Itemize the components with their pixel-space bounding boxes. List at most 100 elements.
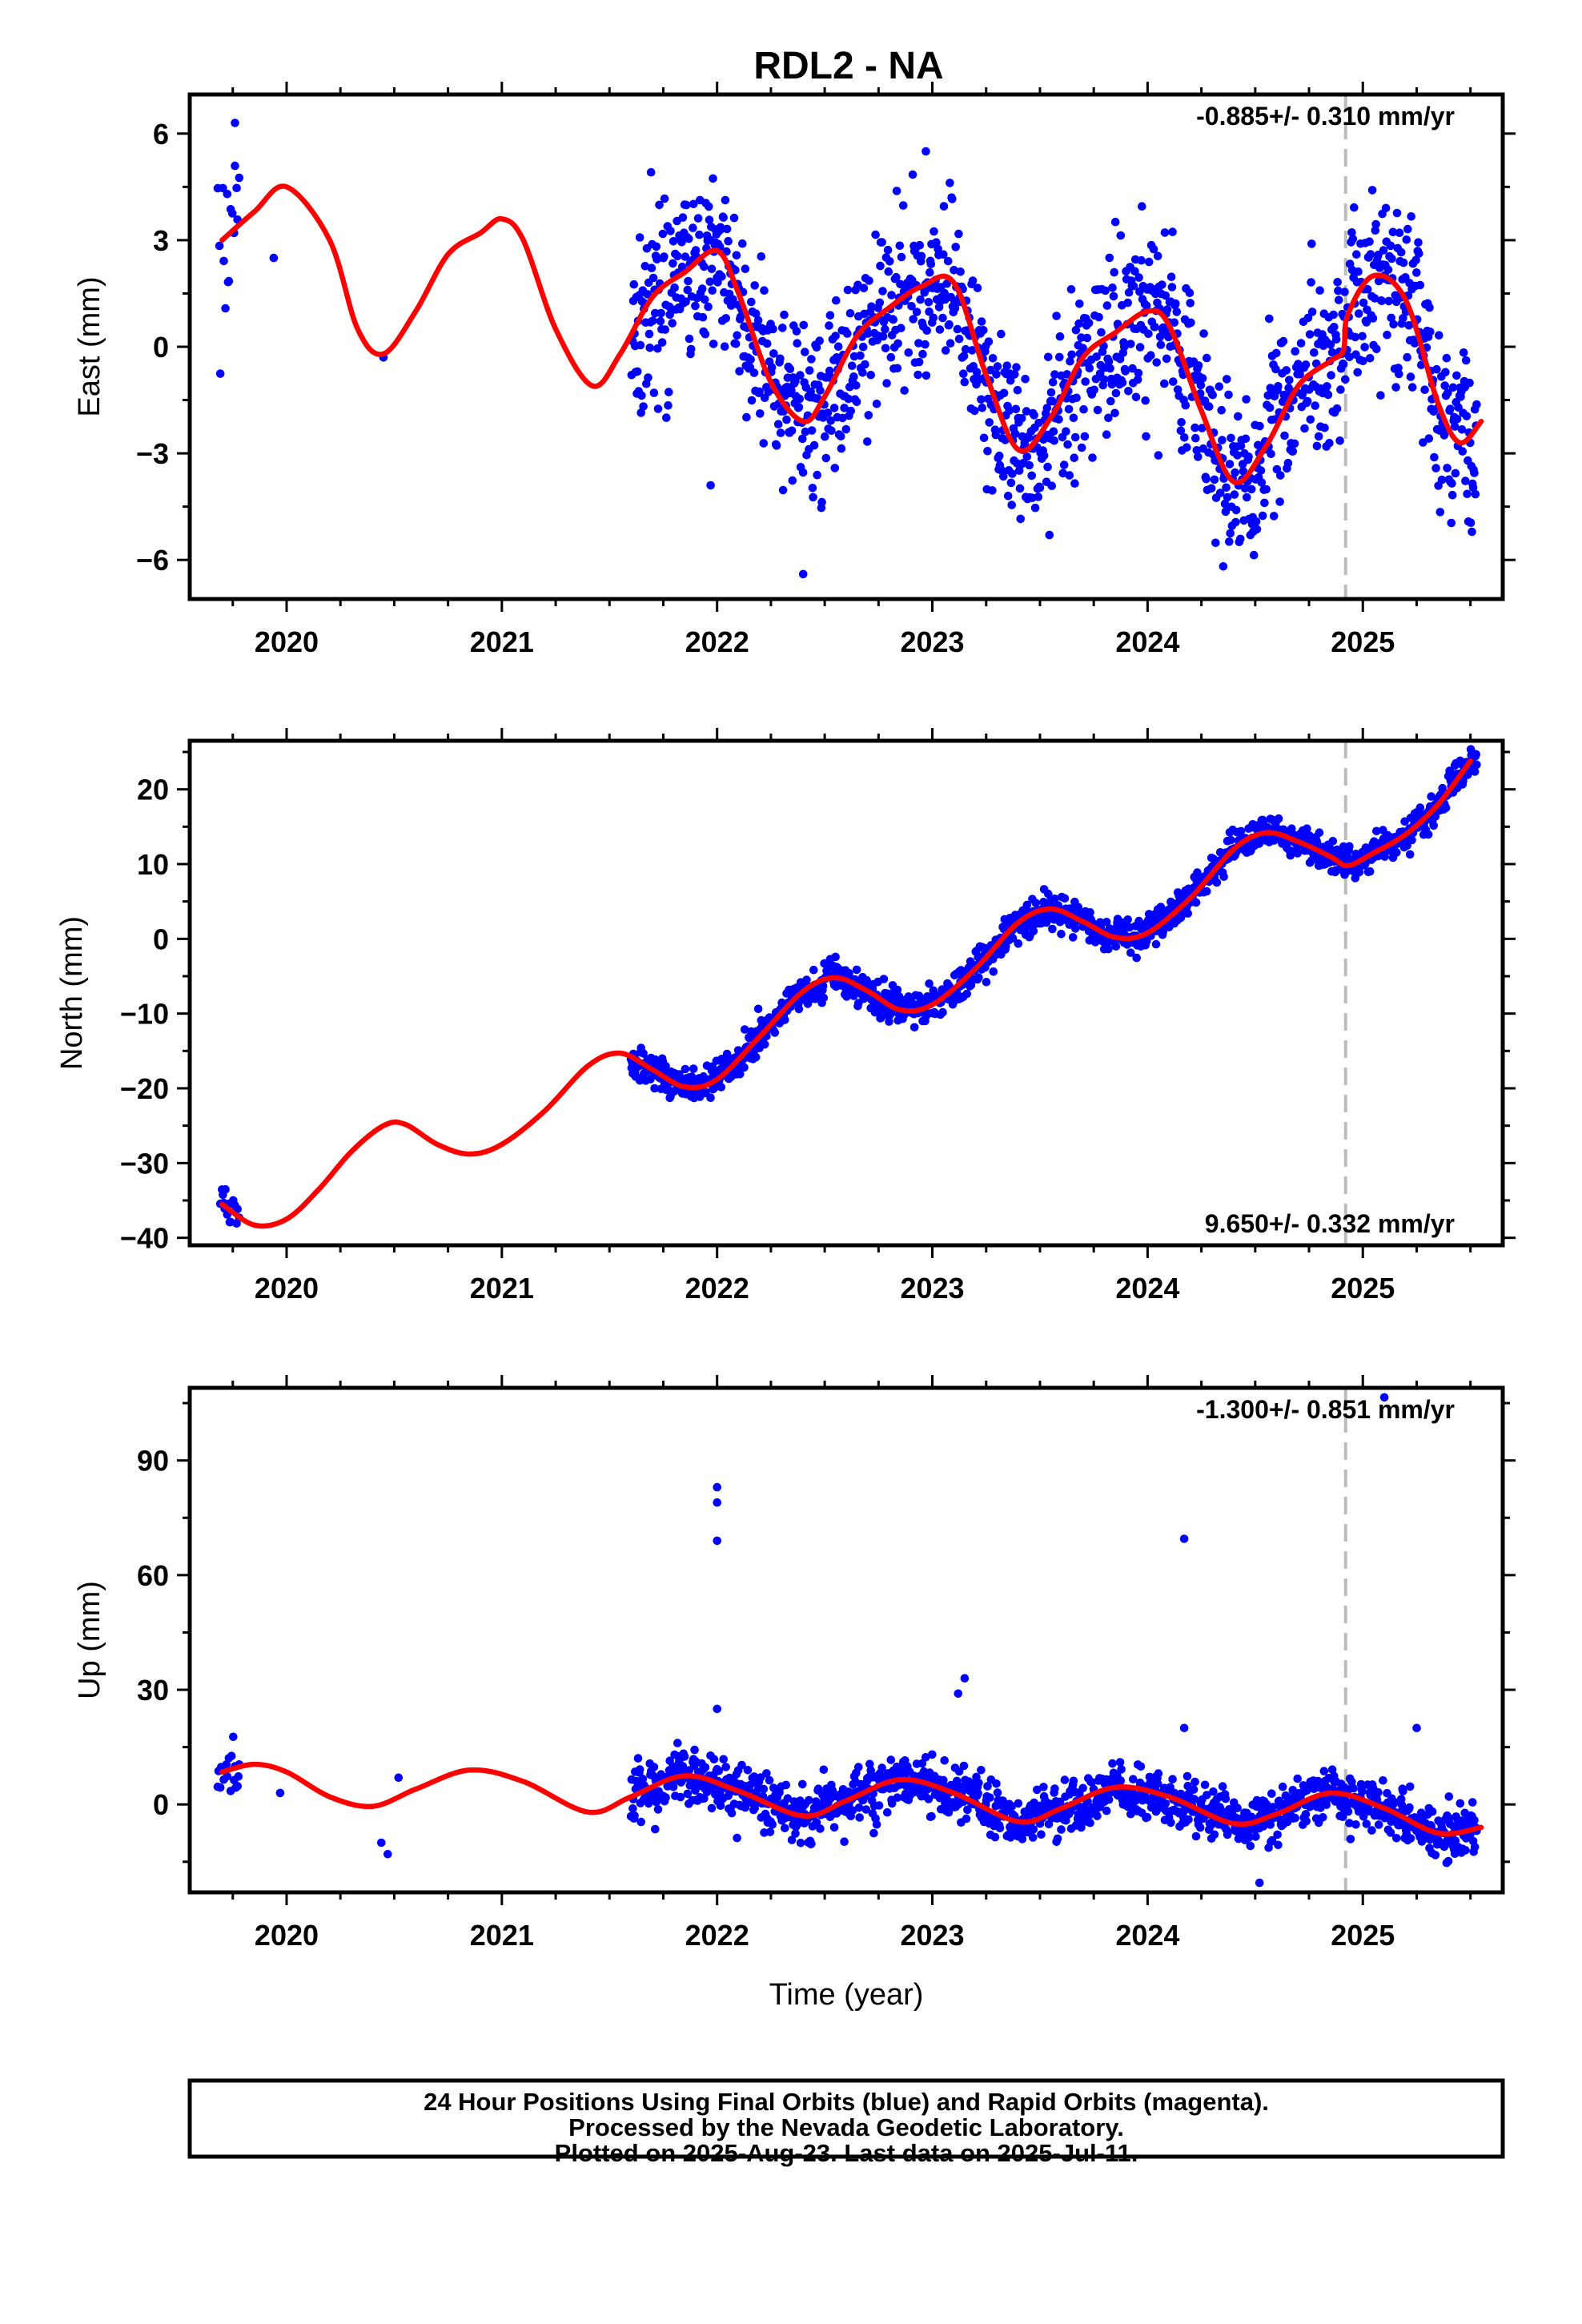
observation-point xyxy=(1030,411,1038,420)
observation-point xyxy=(1350,203,1359,212)
observation-point xyxy=(847,361,857,371)
observation-point xyxy=(1331,335,1341,344)
observation-point xyxy=(787,1835,797,1844)
observation-point xyxy=(1246,1841,1255,1851)
observation-point xyxy=(946,179,954,187)
observation-point xyxy=(1094,312,1103,322)
velocity-annotation: -1.300+/- 0.851 mm/yr xyxy=(1196,1395,1455,1424)
observation-point xyxy=(1084,319,1094,328)
observation-point xyxy=(1097,328,1106,337)
observation-point xyxy=(639,402,648,411)
observation-point xyxy=(1215,489,1225,497)
observation-point xyxy=(1134,916,1143,926)
observation-point xyxy=(643,290,652,299)
observation-point xyxy=(1348,235,1358,243)
observation-point xyxy=(858,342,868,352)
observation-point xyxy=(1461,1846,1470,1855)
observation-point xyxy=(815,336,824,345)
observation-point xyxy=(1448,383,1458,392)
observation-point xyxy=(1171,299,1180,308)
observation-point xyxy=(840,1837,849,1846)
observation-point xyxy=(661,1793,670,1802)
observation-point xyxy=(1245,1833,1254,1842)
observation-point xyxy=(377,1838,386,1848)
observation-point xyxy=(833,342,843,352)
observation-point xyxy=(652,255,661,264)
observation-point xyxy=(1267,449,1275,459)
observation-point xyxy=(1403,352,1411,362)
observation-point xyxy=(778,485,788,495)
observation-point xyxy=(1359,356,1367,366)
observation-point xyxy=(1346,1835,1355,1844)
observation-point xyxy=(235,173,244,183)
observation-point xyxy=(818,982,828,991)
observation-point xyxy=(1260,498,1269,508)
observation-point xyxy=(700,262,709,271)
observation-point xyxy=(1081,377,1090,386)
observation-point xyxy=(1166,1818,1175,1827)
observation-point xyxy=(1191,433,1200,443)
observation-point xyxy=(997,329,1006,339)
observation-point xyxy=(722,224,732,234)
observation-point xyxy=(1370,294,1379,303)
observation-point xyxy=(755,387,764,396)
observation-point xyxy=(785,364,795,374)
observation-point xyxy=(781,1780,790,1790)
observation-point xyxy=(719,1755,728,1764)
observation-point xyxy=(854,1803,864,1812)
x-tick-label: 2023 xyxy=(900,1919,964,1952)
observation-point xyxy=(809,965,818,975)
observation-point xyxy=(1354,267,1363,276)
observation-point xyxy=(1430,452,1439,462)
observation-point xyxy=(1323,382,1331,391)
observation-point xyxy=(1345,1819,1354,1827)
observation-point xyxy=(962,1814,971,1823)
observation-point xyxy=(1055,332,1065,341)
y-tick-label: −30 xyxy=(120,1147,169,1180)
observation-point xyxy=(995,1823,1005,1833)
observation-point xyxy=(1008,469,1017,478)
observation-point xyxy=(1152,358,1161,367)
observation-point xyxy=(714,1767,724,1775)
observation-point xyxy=(1447,490,1457,500)
observation-point xyxy=(1110,217,1120,227)
observation-point xyxy=(1027,471,1036,480)
observation-point xyxy=(1018,1835,1027,1844)
observation-point xyxy=(1129,281,1138,291)
observation-point xyxy=(946,339,955,348)
observation-point xyxy=(1274,814,1283,823)
observation-point xyxy=(753,316,763,325)
observation-point xyxy=(1225,537,1234,546)
observation-point xyxy=(1392,208,1402,218)
observation-point xyxy=(887,291,896,300)
observation-point xyxy=(1372,344,1381,354)
observation-point xyxy=(1271,348,1281,358)
observation-point xyxy=(1310,348,1319,357)
observation-point xyxy=(1104,944,1113,954)
observation-point xyxy=(983,1782,992,1791)
observation-point xyxy=(1128,364,1137,373)
observation-point xyxy=(1405,1782,1415,1791)
observation-point xyxy=(1426,328,1435,336)
observation-point xyxy=(1441,803,1451,813)
observation-point xyxy=(1168,1775,1177,1783)
observation-point xyxy=(791,1829,800,1838)
observation-point xyxy=(633,1754,643,1763)
observation-point xyxy=(1106,364,1114,373)
x-tick-label: 2025 xyxy=(1331,1919,1395,1952)
observation-point xyxy=(782,415,791,424)
observation-point xyxy=(759,439,769,448)
observation-point xyxy=(914,339,923,348)
observation-point xyxy=(1314,1776,1323,1786)
observation-point xyxy=(1082,333,1092,343)
observation-point xyxy=(917,1759,927,1768)
observation-point xyxy=(685,334,694,344)
observation-point xyxy=(831,332,840,340)
observation-point xyxy=(1087,1778,1097,1787)
observation-point xyxy=(1323,390,1333,400)
observation-point xyxy=(1370,837,1379,846)
observation-point xyxy=(929,313,938,323)
observation-point xyxy=(1395,369,1403,379)
observation-point xyxy=(843,285,853,295)
observation-point xyxy=(1071,325,1081,335)
